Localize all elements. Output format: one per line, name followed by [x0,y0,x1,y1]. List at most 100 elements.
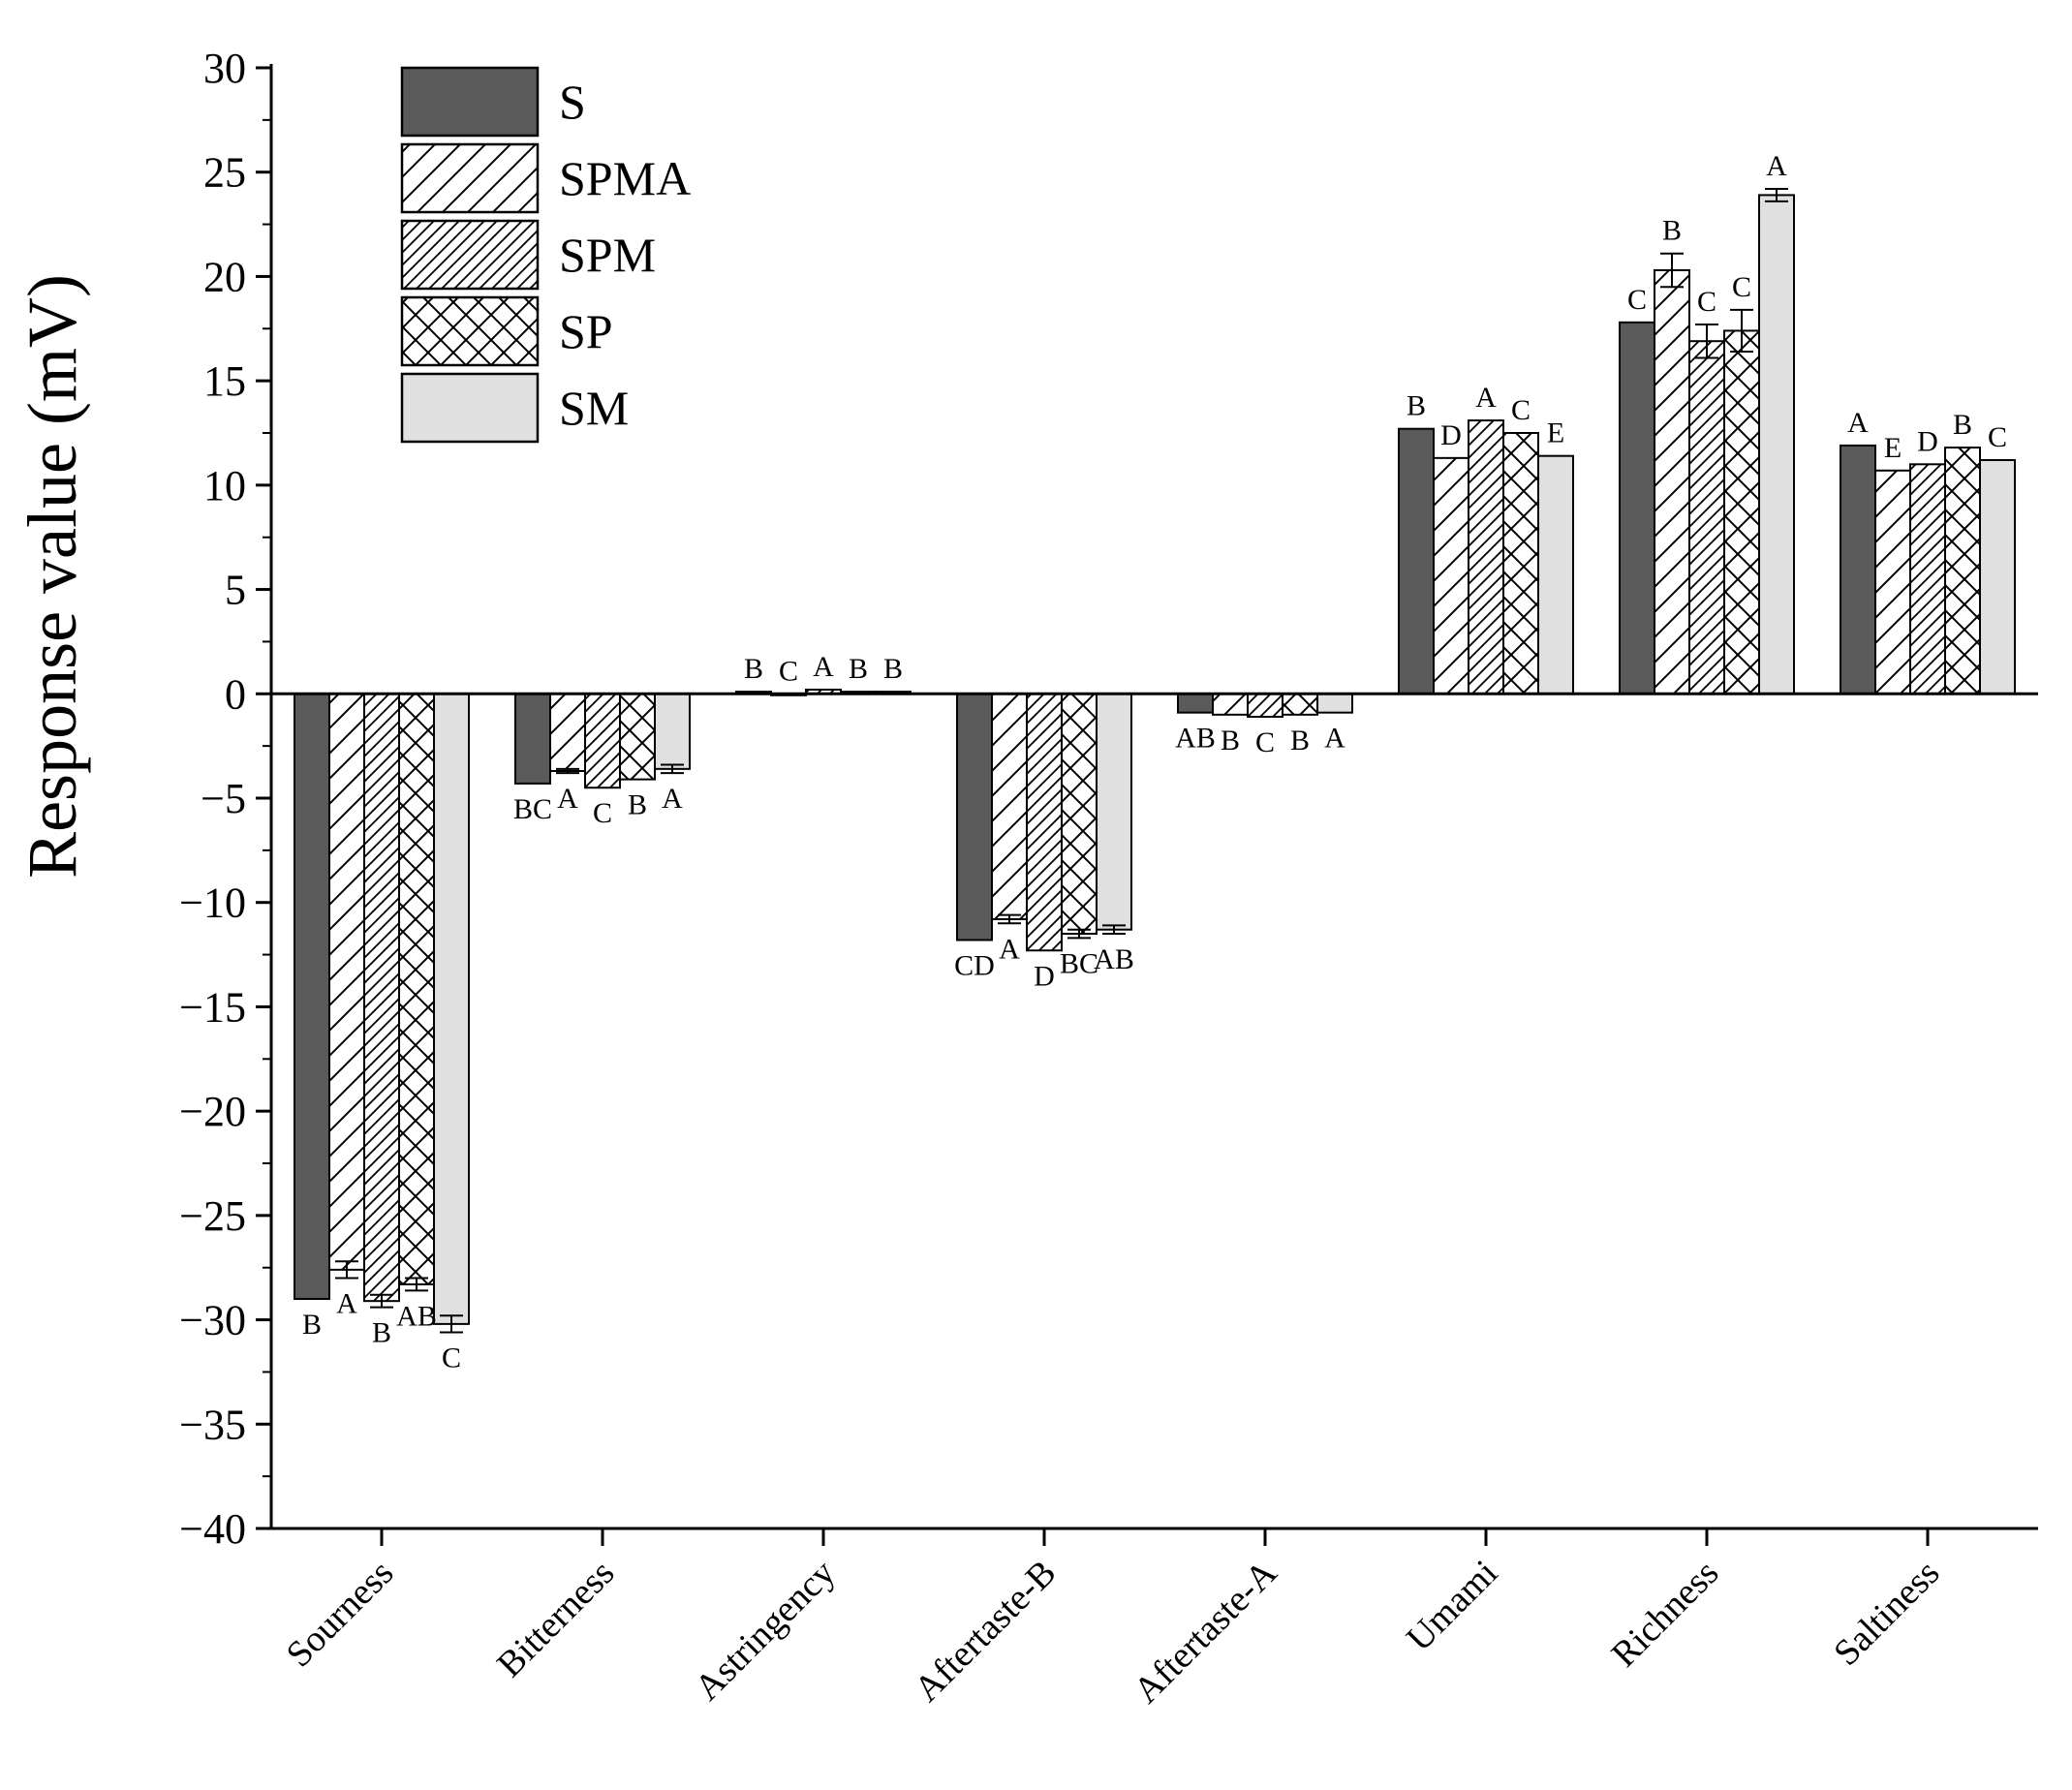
y-axis-title: Response value (mV) [14,274,91,879]
sig-label-sp-sourness: AB [396,1300,437,1332]
sig-label-s-umami: B [1407,390,1426,422]
y-tick-label: 20 [203,253,246,300]
sig-label-spma-richness: B [1662,215,1682,247]
y-tick-label: 25 [203,149,246,197]
sig-label-sm-astringency: B [883,653,903,685]
significance-labels: BBCBCDABBCAAACABDBEBCADCACDABBBBCBCCBCAB… [302,150,2007,1374]
sig-label-sm-sourness: C [442,1342,461,1373]
sig-label-sp-richness: C [1732,271,1751,303]
y-tick-label: 15 [203,357,246,405]
sig-label-spma-bitterness: A [557,783,578,815]
sig-label-s-astringency: B [744,653,763,685]
sig-label-sp-astringency: B [849,653,868,685]
sig-label-spma-aftertaste-b: A [999,933,1020,965]
x-tick-label-sourness: Sourness [279,1553,402,1676]
bar-sm-sourness [433,693,470,1325]
bar-spm-saltiness [1909,463,1946,695]
x-tick-label-aftertaste-a: Aftertaste-A [1126,1552,1284,1711]
sig-label-s-richness: C [1627,284,1647,316]
sig-label-spma-saltiness: E [1884,432,1902,464]
sig-label-s-bitterness: BC [513,793,552,825]
sig-label-sp-aftertaste-b: BC [1060,947,1098,979]
sig-label-spm-umami: A [1475,382,1497,414]
bar-spma-aftertaste-b [991,693,1028,920]
x-tick-label-bitterness: Bitterness [489,1553,622,1685]
sig-label-s-aftertaste-b: CD [954,949,995,981]
sig-label-spma-sourness: A [336,1287,357,1319]
sig-label-sm-bitterness: A [662,783,683,815]
bar-sm-richness [1758,194,1795,695]
bar-s-richness [1619,321,1655,695]
bar-s-umami [1398,427,1435,695]
bar-spm-aftertaste-b [1026,693,1063,952]
bar-s-sourness [294,693,330,1301]
legend-swatch-sm [400,372,540,444]
y-tick-label: −30 [179,1297,246,1344]
bar-spm-sourness [363,693,400,1303]
sig-label-s-aftertaste-a: AB [1175,723,1216,755]
legend-label-sm: SM [559,381,629,435]
bar-sp-richness [1723,329,1760,695]
bar-spm-bitterness [584,693,621,789]
bar-sp-umami [1502,432,1539,695]
sig-label-spm-astringency: A [813,651,834,683]
sig-label-spma-umami: D [1440,419,1462,451]
y-tick-label: −25 [179,1192,246,1240]
bar-spma-umami [1433,456,1469,695]
sig-label-spm-aftertaste-b: D [1034,960,1055,992]
legend-swatch-sp [400,295,540,367]
sig-label-sm-richness: A [1766,150,1787,182]
sig-label-sp-bitterness: B [628,789,647,821]
y-tick-label: −5 [201,775,246,822]
bar-sm-saltiness [1979,459,2016,695]
y-tick-label: −40 [179,1505,246,1553]
bar-sm-aftertaste-a [1316,693,1353,714]
y-tick-label: −35 [179,1401,246,1448]
bar-spma-sourness [328,693,365,1271]
bar-s-aftertaste-b [956,693,993,941]
sig-label-spm-richness: C [1697,286,1716,318]
bar-spma-bitterness [549,693,586,772]
sig-label-sp-aftertaste-a: B [1290,725,1310,756]
bar-sp-saltiness [1944,447,1981,695]
bar-spm-richness [1688,340,1725,695]
sig-label-spm-bitterness: C [593,797,612,829]
legend-swatch-spm [400,219,540,291]
sig-label-spm-sourness: B [372,1317,391,1349]
sig-label-sp-saltiness: B [1953,409,1972,441]
x-tick-label-umami: Umami [1399,1553,1505,1659]
x-tick-label-richness: Richness [1604,1553,1727,1676]
y-tick-label: 30 [203,45,246,92]
sig-label-spma-aftertaste-a: B [1221,725,1240,756]
legend-swatch-s [400,66,540,138]
bar-sp-aftertaste-b [1061,693,1098,936]
bar-spma-richness [1654,268,1690,695]
x-tick-label-saltiness: Saltiness [1826,1553,1947,1674]
x-tick-label-astringency: Astringency [687,1553,843,1709]
x-tick-label-aftertaste-b: Aftertaste-B [907,1553,1065,1711]
bar-spm-aftertaste-a [1247,693,1283,718]
y-tick-label: 5 [225,567,246,614]
bar-sm-umami [1537,454,1574,695]
sig-label-sp-umami: C [1511,394,1531,426]
sig-label-s-saltiness: A [1847,407,1869,439]
sig-label-sm-umami: E [1547,417,1564,449]
y-tick-label: −20 [179,1088,246,1135]
y-tick-label: −10 [179,880,246,927]
y-tick-label: 0 [225,670,246,718]
legend: S SPMA SPM SP SM [400,66,691,444]
sig-label-sm-aftertaste-b: AB [1094,943,1134,975]
legend-label-spm: SPM [559,228,656,282]
bar-spma-aftertaste-a [1212,693,1249,716]
bar-s-aftertaste-a [1177,693,1214,714]
bar-sm-bitterness [654,693,691,770]
y-tick-label: 10 [203,462,246,509]
bar-spma-saltiness [1874,469,1911,695]
bar-sp-aftertaste-a [1282,693,1318,716]
error-bars [335,187,1788,1334]
bar-sp-sourness [398,693,435,1285]
sig-label-spm-saltiness: D [1917,425,1938,457]
bars [294,194,2016,1325]
bar-sm-aftertaste-b [1096,693,1132,931]
bar-spm-umami [1468,419,1504,695]
